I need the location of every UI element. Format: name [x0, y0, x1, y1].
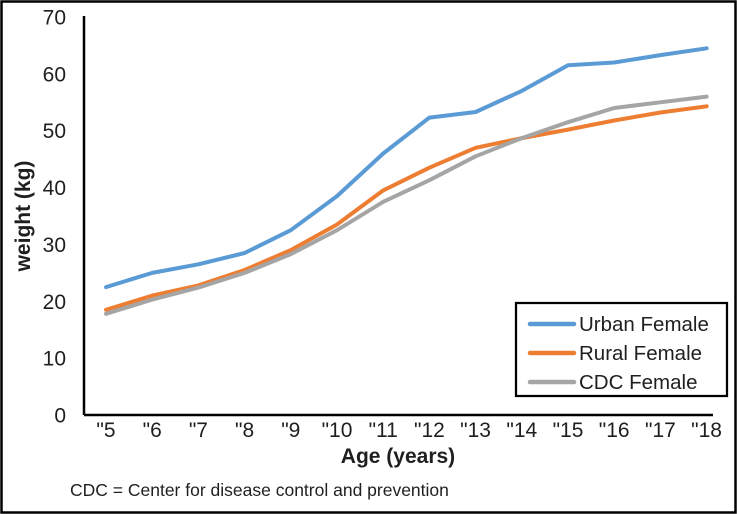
y-tick-label: 0 — [54, 405, 66, 428]
x-tick-label: "12 — [414, 419, 445, 442]
y-tick-label: 20 — [43, 291, 66, 314]
x-tick-label: "5 — [96, 419, 115, 442]
series-lines — [104, 46, 709, 316]
chart-footnote: CDC = Center for disease control and pre… — [70, 480, 449, 500]
x-tick-label: "18 — [691, 419, 722, 442]
legend: Urban Female Rural Female CDC Female — [514, 301, 729, 398]
y-tick-label: 30 — [43, 234, 66, 257]
x-tick-label: "11 — [369, 419, 398, 442]
y-axis-title: weight (kg) — [12, 161, 35, 273]
x-tick-label: "17 — [645, 419, 676, 442]
legend-label: CDC Female — [579, 371, 697, 394]
series-line-rural-female — [104, 104, 709, 312]
y-tick-label: 40 — [43, 177, 66, 200]
x-tick-label: "14 — [506, 419, 537, 442]
legend-label: Rural Female — [579, 342, 702, 365]
axes — [82, 16, 713, 417]
x-tick-label: "6 — [143, 419, 162, 442]
y-tick-label: 60 — [43, 63, 66, 86]
y-tick-label: 50 — [43, 120, 66, 143]
series-line-urban-female — [104, 46, 709, 290]
y-axis-tick-labels: 0 10 20 30 40 50 60 70 — [43, 7, 66, 428]
x-tick-label: "10 — [322, 419, 353, 442]
x-tick-label: "9 — [281, 419, 300, 442]
x-tick-label: "13 — [460, 419, 491, 442]
x-tick-label: "16 — [599, 419, 630, 442]
series-line-cdc-female — [104, 94, 709, 316]
x-tick-label: "15 — [553, 419, 584, 442]
y-tick-label: 70 — [43, 7, 66, 30]
x-axis-tick-labels: "5 "6 "7 "8 "9 "10 "11 "12 "13 "14 "15 "16 "17 "18 — [96, 419, 722, 442]
x-axis-title: Age (years) — [341, 445, 455, 468]
x-tick-label: "8 — [235, 419, 254, 442]
legend-label: Urban Female — [579, 313, 709, 336]
y-tick-label: 10 — [43, 348, 66, 371]
x-tick-label: "7 — [189, 419, 208, 442]
